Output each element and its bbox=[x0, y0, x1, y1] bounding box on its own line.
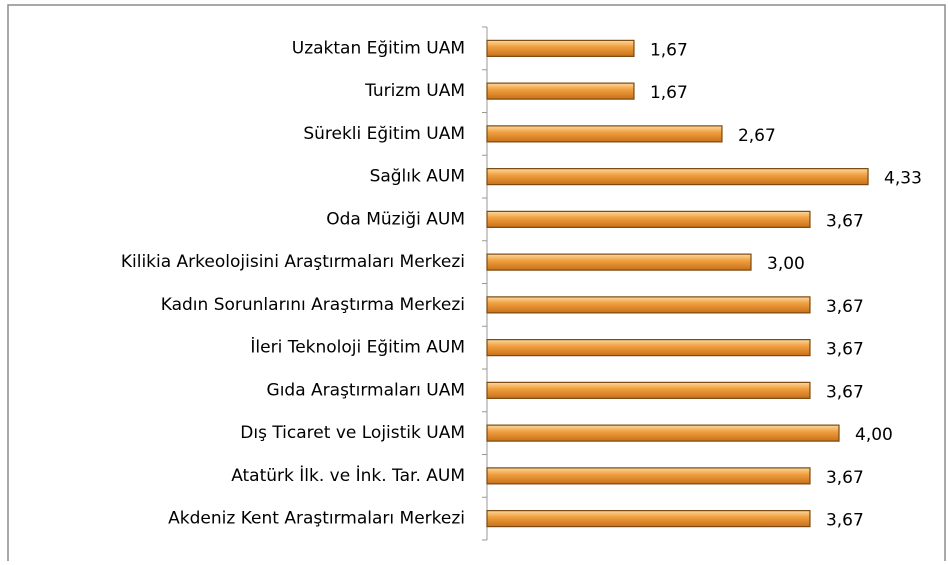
value-label: 3,00 bbox=[767, 254, 805, 274]
category-label: İleri Teknoloji Eğitim AUM bbox=[250, 337, 465, 358]
bar bbox=[486, 424, 840, 442]
bar bbox=[486, 168, 869, 186]
value-label: 3,67 bbox=[826, 468, 864, 488]
value-label: 2,67 bbox=[738, 126, 776, 146]
bar bbox=[486, 39, 635, 57]
category-label: Kilikia Arkeolojisini Araştırmaları Merk… bbox=[121, 252, 465, 272]
bar bbox=[486, 339, 811, 357]
value-label: 4,00 bbox=[855, 425, 893, 445]
value-label: 3,67 bbox=[826, 511, 864, 531]
category-label: Oda Müziği AUM bbox=[326, 209, 465, 229]
value-label: 1,67 bbox=[650, 83, 688, 103]
value-label: 3,67 bbox=[826, 211, 864, 231]
value-label: 3,67 bbox=[826, 340, 864, 360]
category-label: Atatürk İlk. ve İnk. Tar. AUM bbox=[231, 465, 465, 486]
value-label: 3,67 bbox=[826, 382, 864, 402]
bar bbox=[486, 82, 635, 100]
category-label: Dış Ticaret ve Lojistik UAM bbox=[240, 423, 465, 443]
bar bbox=[486, 381, 811, 399]
value-label: 1,67 bbox=[650, 40, 688, 60]
value-label: 3,67 bbox=[826, 297, 864, 317]
category-label: Gıda Araştırmaları UAM bbox=[267, 380, 465, 400]
frame bbox=[7, 4, 946, 565]
bar bbox=[486, 296, 811, 314]
category-label: Turizm UAM bbox=[364, 81, 465, 101]
bar bbox=[486, 510, 811, 528]
category-label: Sağlık AUM bbox=[370, 167, 465, 187]
category-label: Uzaktan Eğitim UAM bbox=[292, 38, 465, 58]
bar bbox=[486, 467, 811, 485]
category-label: Sürekli Eğitim UAM bbox=[303, 124, 465, 144]
value-label: 4,33 bbox=[884, 169, 922, 189]
bar bbox=[486, 125, 723, 143]
category-label: Kadın Sorunlarını Araştırma Merkezi bbox=[161, 295, 465, 315]
bar bbox=[486, 210, 811, 228]
bar bbox=[486, 253, 752, 271]
category-label: Akdeniz Kent Araştırmaları Merkezi bbox=[168, 509, 465, 529]
